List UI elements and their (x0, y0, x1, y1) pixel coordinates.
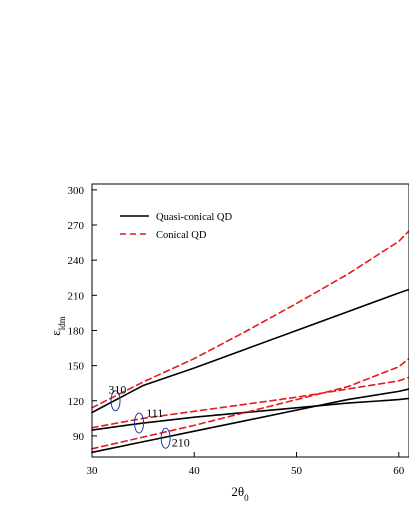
y-tick-label-270: 270 (68, 220, 85, 232)
annotation-label-111: 111 (146, 406, 163, 420)
annotation-ellipse-111 (134, 412, 145, 434)
plot-frame (91, 183, 409, 458)
series-layer (91, 230, 409, 454)
legend-text-conical: Conical QD (156, 230, 207, 241)
series-310-quasi-conical-qd (91, 288, 409, 414)
y-tick-label-240: 240 (68, 255, 85, 267)
y-axis-label-subscript: ldm (57, 316, 67, 330)
x-tick-label-50: 50 (291, 465, 303, 477)
series-111-conical-qd (91, 376, 409, 429)
legend: Quasi-conical QD Conical QD (120, 212, 233, 241)
x-axis-label-subscript: 0 (244, 493, 249, 503)
series-210-conical-qd (91, 357, 409, 450)
y-tick-label-210: 210 (68, 290, 85, 302)
ticks-layer: 30 40 50 60 90 120 150 180 210 240 270 300 (68, 185, 405, 477)
y-tick-label-300: 300 (68, 185, 85, 197)
y-tick-label-150: 150 (68, 361, 85, 373)
annotation-ellipse-310 (110, 390, 121, 412)
x-tick-label-60: 60 (393, 465, 405, 477)
series-111-quasi-conical-qd (91, 397, 409, 431)
annotation-label-310: 310 (108, 383, 126, 397)
y-axis-label: εldm (48, 316, 67, 335)
y-tick-label-120: 120 (68, 396, 85, 408)
series-210-quasi-conical-qd (91, 388, 409, 454)
x-axis-label: 2θ0 (231, 484, 249, 503)
annotation-label-210: 210 (172, 435, 190, 449)
annotation-layer: 310 111 210 (108, 383, 189, 450)
legend-text-quasi-conical: Quasi-conical QD (156, 212, 233, 223)
x-tick-label-30: 30 (87, 465, 99, 477)
series-310-conical-qd (91, 230, 409, 409)
annotation-ellipse-210 (160, 427, 171, 449)
x-tick-label-40: 40 (189, 465, 201, 477)
y-tick-label-90: 90 (73, 431, 85, 443)
y-tick-label-180: 180 (68, 325, 85, 337)
